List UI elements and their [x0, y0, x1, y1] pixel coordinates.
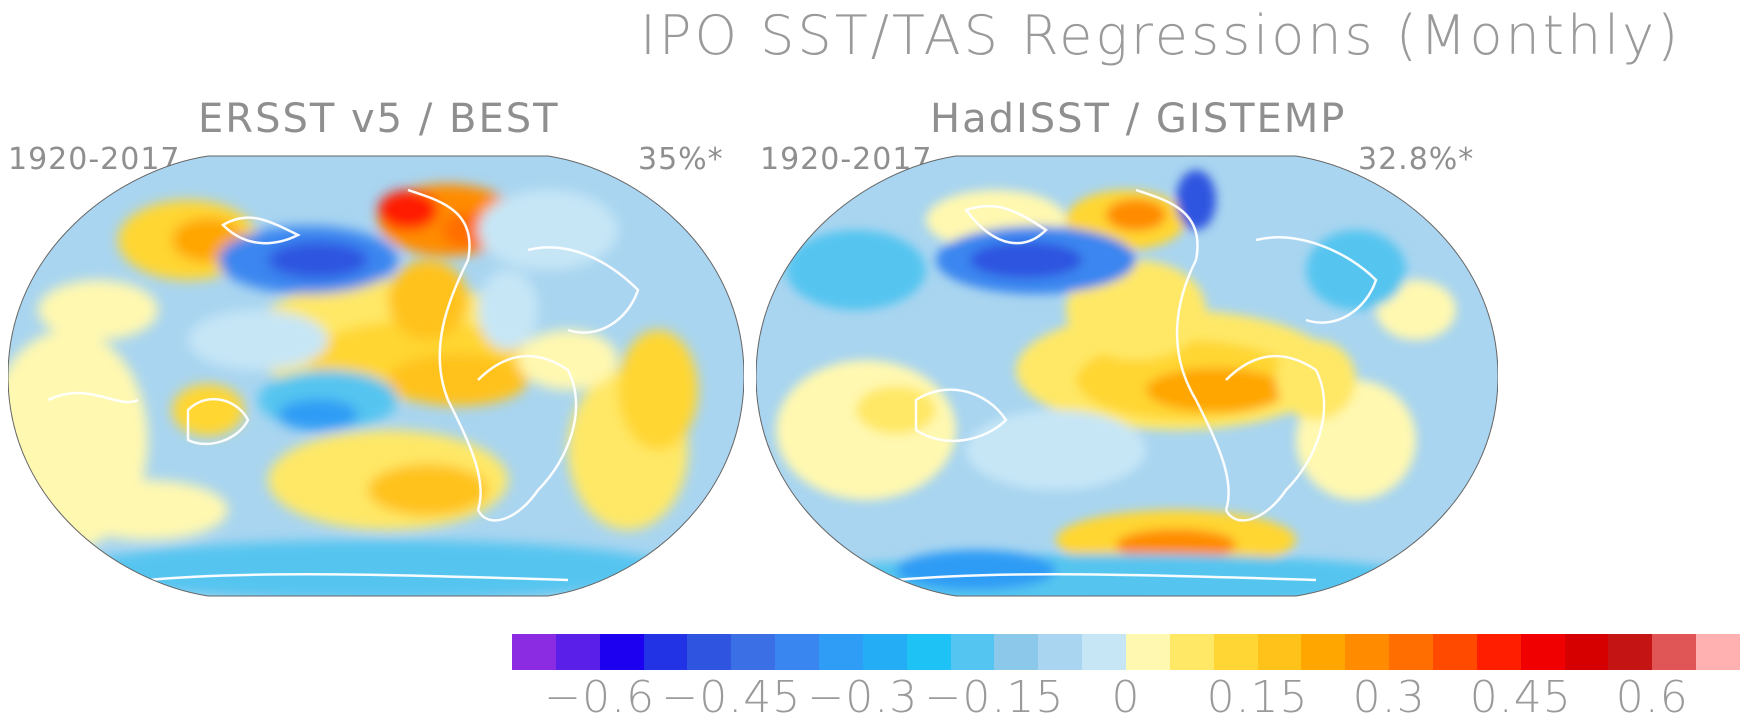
colorbar-swatch [906, 634, 951, 670]
colorbar-swatch [687, 634, 732, 670]
panel-title-left: ERSST v5 / BEST [198, 96, 560, 142]
regression-map-right [756, 155, 1498, 597]
colorbar-swatch [1345, 634, 1390, 670]
colorbar-swatch [1433, 634, 1477, 670]
colorbar-swatch [1652, 634, 1697, 670]
colorbar-tick-label: −0.15 [924, 672, 1065, 723]
colorbar-swatch [731, 634, 776, 670]
colorbar-swatch [1476, 634, 1521, 670]
variance-label-left: 35%* [638, 142, 724, 177]
colorbar-tick-labels: −0.6 −0.45 −0.3 −0.15 0 0.15 0.3 0.45 0.6 [0, 672, 1748, 723]
colorbar [512, 634, 1741, 670]
colorbar-swatch [599, 634, 644, 670]
colorbar-tick-label: 0 [1111, 672, 1141, 723]
colorbar-swatch [1608, 634, 1653, 670]
colorbar-swatch [643, 634, 688, 670]
colorbar-swatch [512, 634, 556, 670]
colorbar-swatch [555, 634, 600, 670]
colorbar-swatch [1257, 634, 1302, 670]
colorbar-swatch [1126, 634, 1170, 670]
regression-map-left [8, 155, 744, 597]
colorbar-tick-label: 0.6 [1615, 672, 1689, 723]
period-label-left: 1920-2017 [8, 142, 181, 177]
colorbar-tick-label: 0.3 [1352, 672, 1426, 723]
colorbar-swatch [1520, 634, 1565, 670]
colorbar-tick-label: 0.45 [1469, 672, 1572, 723]
colorbar-swatch [1696, 634, 1741, 670]
variance-label-right: 32.8%* [1358, 142, 1475, 177]
figure-title: IPO SST/TAS Regressions (Monthly) [640, 4, 1682, 67]
colorbar-tick-label: 0.15 [1206, 672, 1309, 723]
colorbar-swatch [1301, 634, 1346, 670]
colorbar-swatch [1038, 634, 1083, 670]
colorbar-tick-label: −0.6 [544, 672, 656, 723]
colorbar-swatch [994, 634, 1039, 670]
colorbar-swatch [819, 634, 863, 670]
colorbar-swatch [775, 634, 820, 670]
colorbar-swatch [1082, 634, 1127, 670]
colorbar-swatch [1389, 634, 1434, 670]
colorbar-swatch [1213, 634, 1258, 670]
colorbar-tick-label: −0.45 [661, 672, 802, 723]
colorbar-tick-label: −0.3 [807, 672, 919, 723]
colorbar-swatch [862, 634, 907, 670]
colorbar-swatch [1169, 634, 1214, 670]
colorbar-swatch [1564, 634, 1609, 670]
colorbar-swatch [950, 634, 995, 670]
panel-title-right: HadISST / GISTEMP [930, 96, 1347, 142]
